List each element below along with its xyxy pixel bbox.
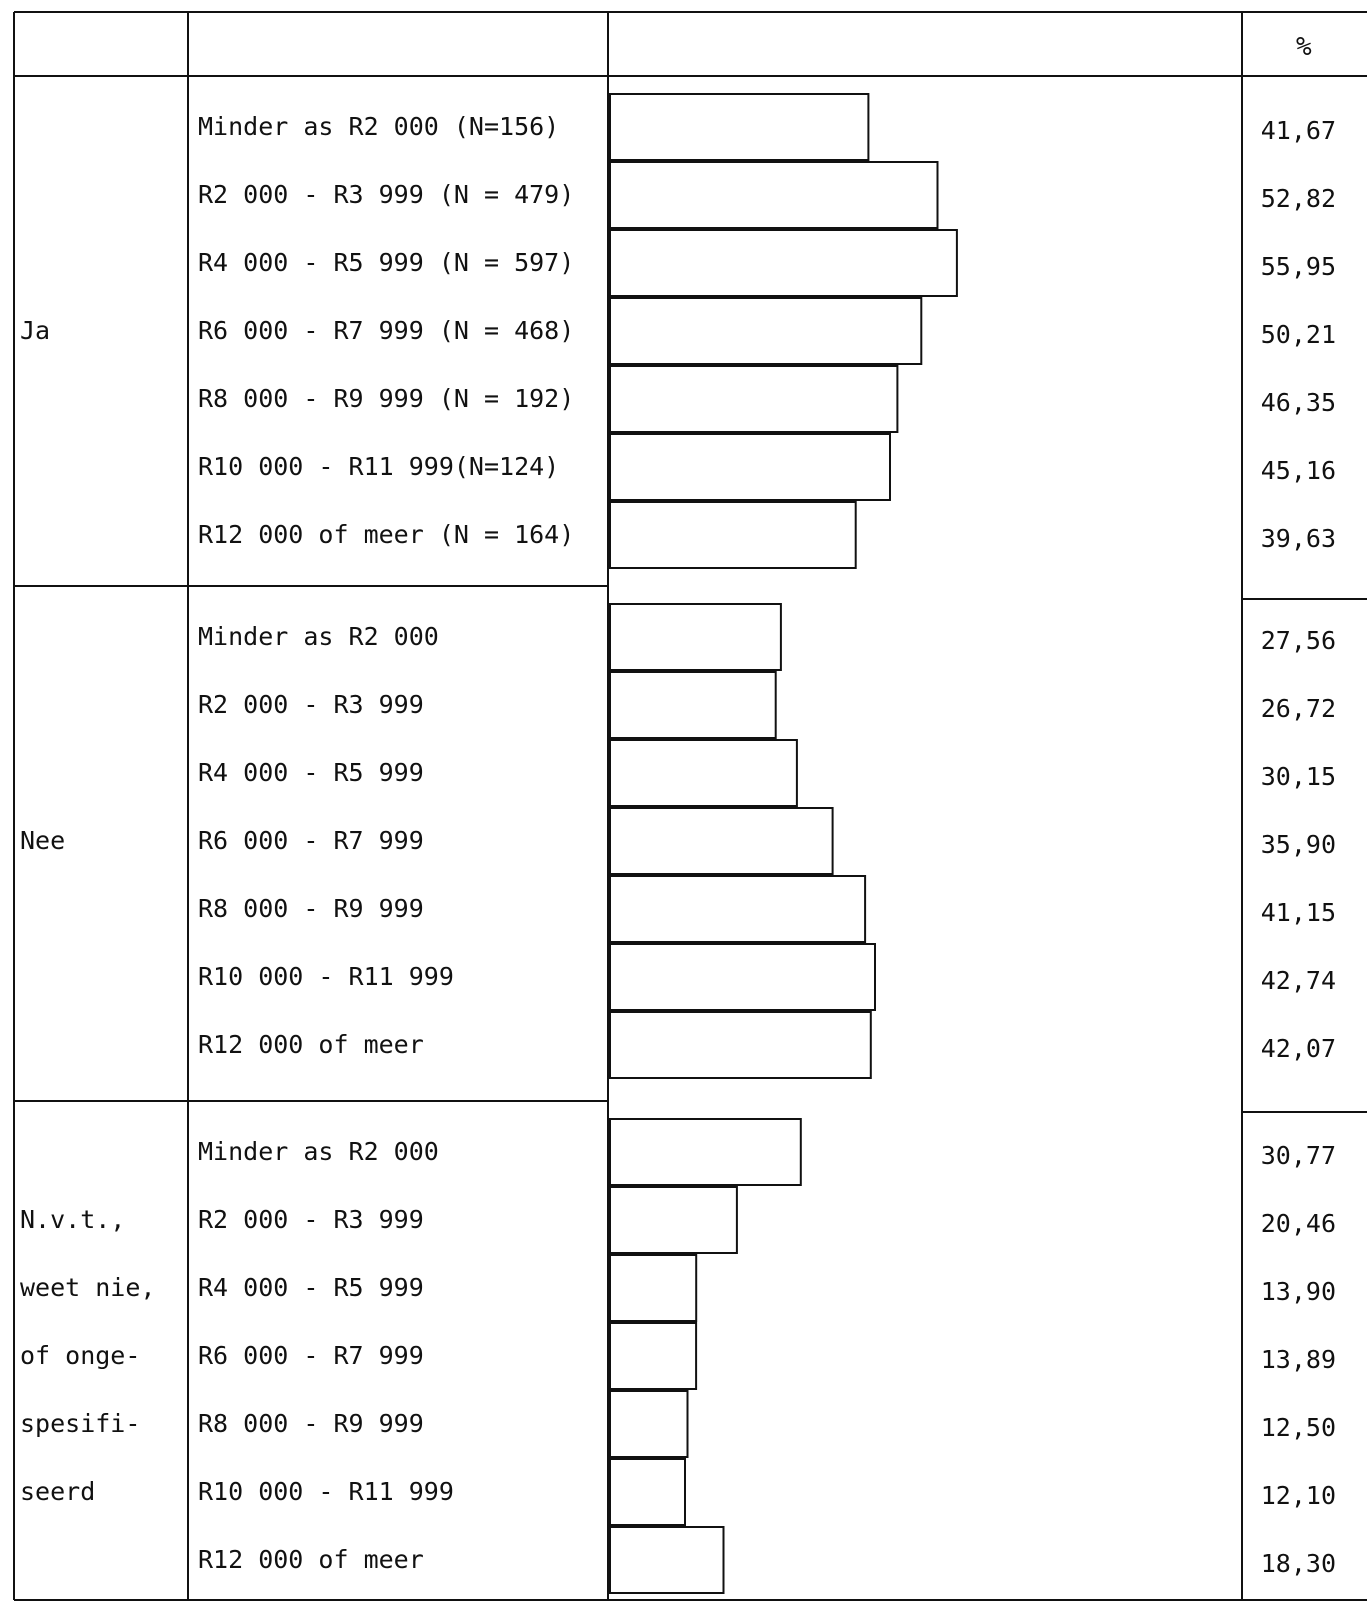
group-label: spesifi- [20, 1409, 141, 1438]
value-label: 55,95 [1260, 252, 1336, 281]
category-label: R10 000 - R11 999 [198, 1477, 454, 1506]
category-label: R6 000 - R7 999 [198, 826, 424, 855]
category-label: R4 000 - R5 999 [198, 1273, 424, 1302]
value-label: 30,15 [1260, 762, 1336, 791]
group-label: of onge- [20, 1341, 141, 1370]
value-label: 42,74 [1260, 966, 1336, 995]
bar [609, 739, 798, 807]
value-label: 39,63 [1260, 524, 1336, 553]
table-grid [13, 11, 1367, 1601]
category-label: R8 000 - R9 999 [198, 894, 424, 923]
group-label: Ja [20, 316, 51, 345]
bar [609, 875, 867, 943]
value-label: 30,77 [1260, 1141, 1336, 1170]
value-label: 12,10 [1260, 1481, 1336, 1510]
value-label: 13,90 [1260, 1277, 1336, 1306]
category-label: Minder as R2 000 (N=156) [198, 112, 560, 141]
group-label: seerd [20, 1477, 96, 1506]
bar [609, 1458, 686, 1526]
category-label: R2 000 - R3 999 [198, 690, 424, 719]
bar [609, 807, 834, 875]
value-label: 13,89 [1260, 1345, 1336, 1374]
value-label: 41,15 [1260, 898, 1336, 927]
bar [609, 1186, 738, 1254]
bar [609, 501, 857, 569]
value-label: 27,56 [1260, 626, 1336, 655]
category-label: R10 000 - R11 999 [198, 962, 454, 991]
category-label: Minder as R2 000 [198, 1137, 439, 1166]
value-label: 41,67 [1260, 116, 1336, 145]
bar [609, 93, 870, 161]
group-label: N.v.t., [20, 1205, 126, 1234]
bar [609, 433, 891, 501]
bar [609, 1118, 802, 1186]
category-label: R6 000 - R7 999 [198, 1341, 424, 1370]
value-label: 35,90 [1260, 830, 1336, 859]
bar [609, 1390, 689, 1458]
value-label: 52,82 [1260, 184, 1336, 213]
bar [609, 1526, 725, 1594]
bar [609, 1011, 872, 1079]
bars [609, 93, 958, 1594]
value-label: 42,07 [1260, 1034, 1336, 1063]
bar [609, 1322, 698, 1390]
value-label: 20,46 [1260, 1209, 1336, 1238]
category-label: R4 000 - R5 999 [198, 758, 424, 787]
value-column-header: % [1296, 32, 1312, 62]
category-label: R8 000 - R9 999 [198, 1409, 424, 1438]
category-label: R6 000 - R7 999 (N = 468) [198, 316, 575, 345]
group-label: weet nie, [20, 1273, 156, 1302]
category-label: R12 000 of meer [198, 1030, 424, 1059]
value-label: 18,30 [1260, 1549, 1336, 1578]
value-label: 45,16 [1260, 456, 1336, 485]
bar [609, 943, 876, 1011]
value-label: 26,72 [1260, 694, 1336, 723]
value-label: 46,35 [1260, 388, 1336, 417]
group-label: Nee [20, 826, 66, 855]
category-label: R12 000 of meer [198, 1545, 424, 1574]
category-label: R12 000 of meer (N = 164) [198, 520, 575, 549]
value-label: 50,21 [1260, 320, 1336, 349]
bar [609, 365, 899, 433]
category-label: R2 000 - R3 999 (N = 479) [198, 180, 575, 209]
category-label: R2 000 - R3 999 [198, 1205, 424, 1234]
category-label: R4 000 - R5 999 (N = 597) [198, 248, 575, 277]
category-label: R8 000 - R9 999 (N = 192) [198, 384, 575, 413]
bar [609, 161, 939, 229]
bar [609, 603, 782, 671]
category-label: Minder as R2 000 [198, 622, 439, 651]
bar [609, 671, 777, 739]
bar [609, 297, 923, 365]
category-label: R10 000 - R11 999(N=124) [198, 452, 560, 481]
value-label: 12,50 [1260, 1413, 1336, 1442]
bar [609, 229, 958, 297]
bar [609, 1254, 698, 1322]
